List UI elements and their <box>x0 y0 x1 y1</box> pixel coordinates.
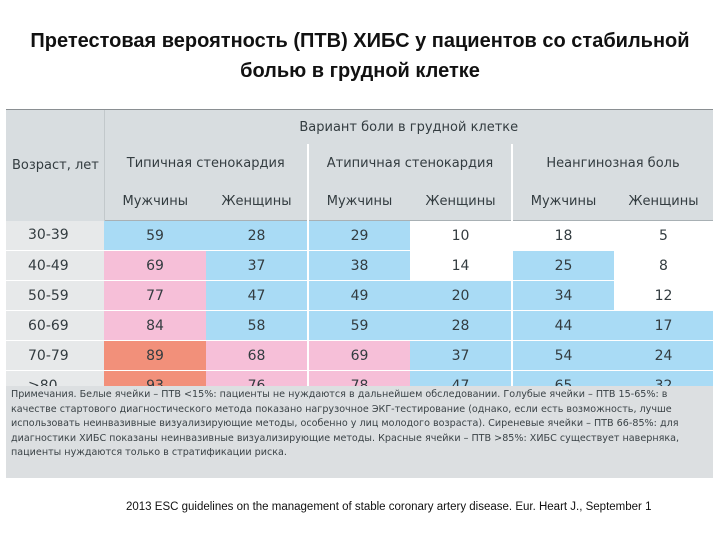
probability-cell: 29 <box>307 220 410 251</box>
probability-cell: 68 <box>206 340 308 371</box>
probability-cell: 14 <box>410 250 512 281</box>
source-citation: 2013 ESC guidelines on the management of… <box>126 501 652 513</box>
age-cell: 50-59 <box>6 280 104 311</box>
probability-table: Возраст, лет Вариант боли в грудной клет… <box>6 110 714 401</box>
probability-cell: 20 <box>410 280 512 311</box>
age-cell: 30-39 <box>6 220 104 251</box>
probability-cell: 17 <box>614 310 714 341</box>
sex-header: Мужчины <box>104 182 206 221</box>
table-row: 50-59 77 47 49 20 34 12 <box>6 280 714 311</box>
probability-cell: 58 <box>206 310 308 341</box>
probability-cell: 77 <box>104 280 206 311</box>
pain-variant-header: Вариант боли в грудной клетке <box>104 110 714 144</box>
probability-cell: 44 <box>511 310 614 341</box>
probability-cell: 18 <box>511 220 614 251</box>
sex-header: Женщины <box>410 182 512 221</box>
slide-title: Претестовая вероятность (ПТВ) ХИБС у пац… <box>30 30 690 82</box>
age-cell: 70-79 <box>6 340 104 371</box>
probability-cell: 5 <box>614 220 714 251</box>
probability-cell: 12 <box>614 280 714 311</box>
sex-header: Мужчины <box>511 182 614 221</box>
probability-cell: 37 <box>206 250 308 281</box>
probability-cell: 37 <box>410 340 512 371</box>
probability-cell: 10 <box>410 220 512 251</box>
probability-cell: 54 <box>511 340 614 371</box>
table-row: 60-69 84 58 59 28 44 17 <box>6 310 714 341</box>
table-row: 40-49 69 37 38 14 25 8 <box>6 250 714 281</box>
probability-cell: 28 <box>206 220 308 251</box>
probability-cell: 59 <box>307 310 410 341</box>
probability-cell: 25 <box>511 250 614 281</box>
age-cell: 40-49 <box>6 250 104 281</box>
probability-cell: 89 <box>104 340 206 371</box>
table-row: 30-39 59 28 29 10 18 5 <box>6 220 714 251</box>
probability-cell: 47 <box>206 280 308 311</box>
group-header-atypical: Атипичная стенокардия <box>307 144 512 182</box>
probability-cell: 84 <box>104 310 206 341</box>
age-column-header: Возраст, лет <box>6 110 105 221</box>
sex-header: Мужчины <box>307 182 410 221</box>
probability-cell: 34 <box>511 280 614 311</box>
probability-cell: 28 <box>410 310 512 341</box>
group-header-typical: Типичная стенокардия <box>104 144 308 182</box>
probability-cell: 49 <box>307 280 410 311</box>
probability-cell: 8 <box>614 250 714 281</box>
group-header-nonanginal: Неангинозная боль <box>510 144 714 182</box>
probability-cell: 24 <box>614 340 714 371</box>
table-footnote: Примечания. Белые ячейки – ПТВ <15%: пац… <box>6 386 713 478</box>
probability-cell: 69 <box>307 340 410 371</box>
age-cell: 60-69 <box>6 310 104 341</box>
sex-header: Женщины <box>206 182 308 221</box>
sex-header: Женщины <box>614 182 714 221</box>
table-row: 70-79 89 68 69 37 54 24 <box>6 340 714 371</box>
probability-cell: 38 <box>307 250 410 281</box>
probability-cell: 69 <box>104 250 206 281</box>
probability-cell: 59 <box>104 220 206 251</box>
